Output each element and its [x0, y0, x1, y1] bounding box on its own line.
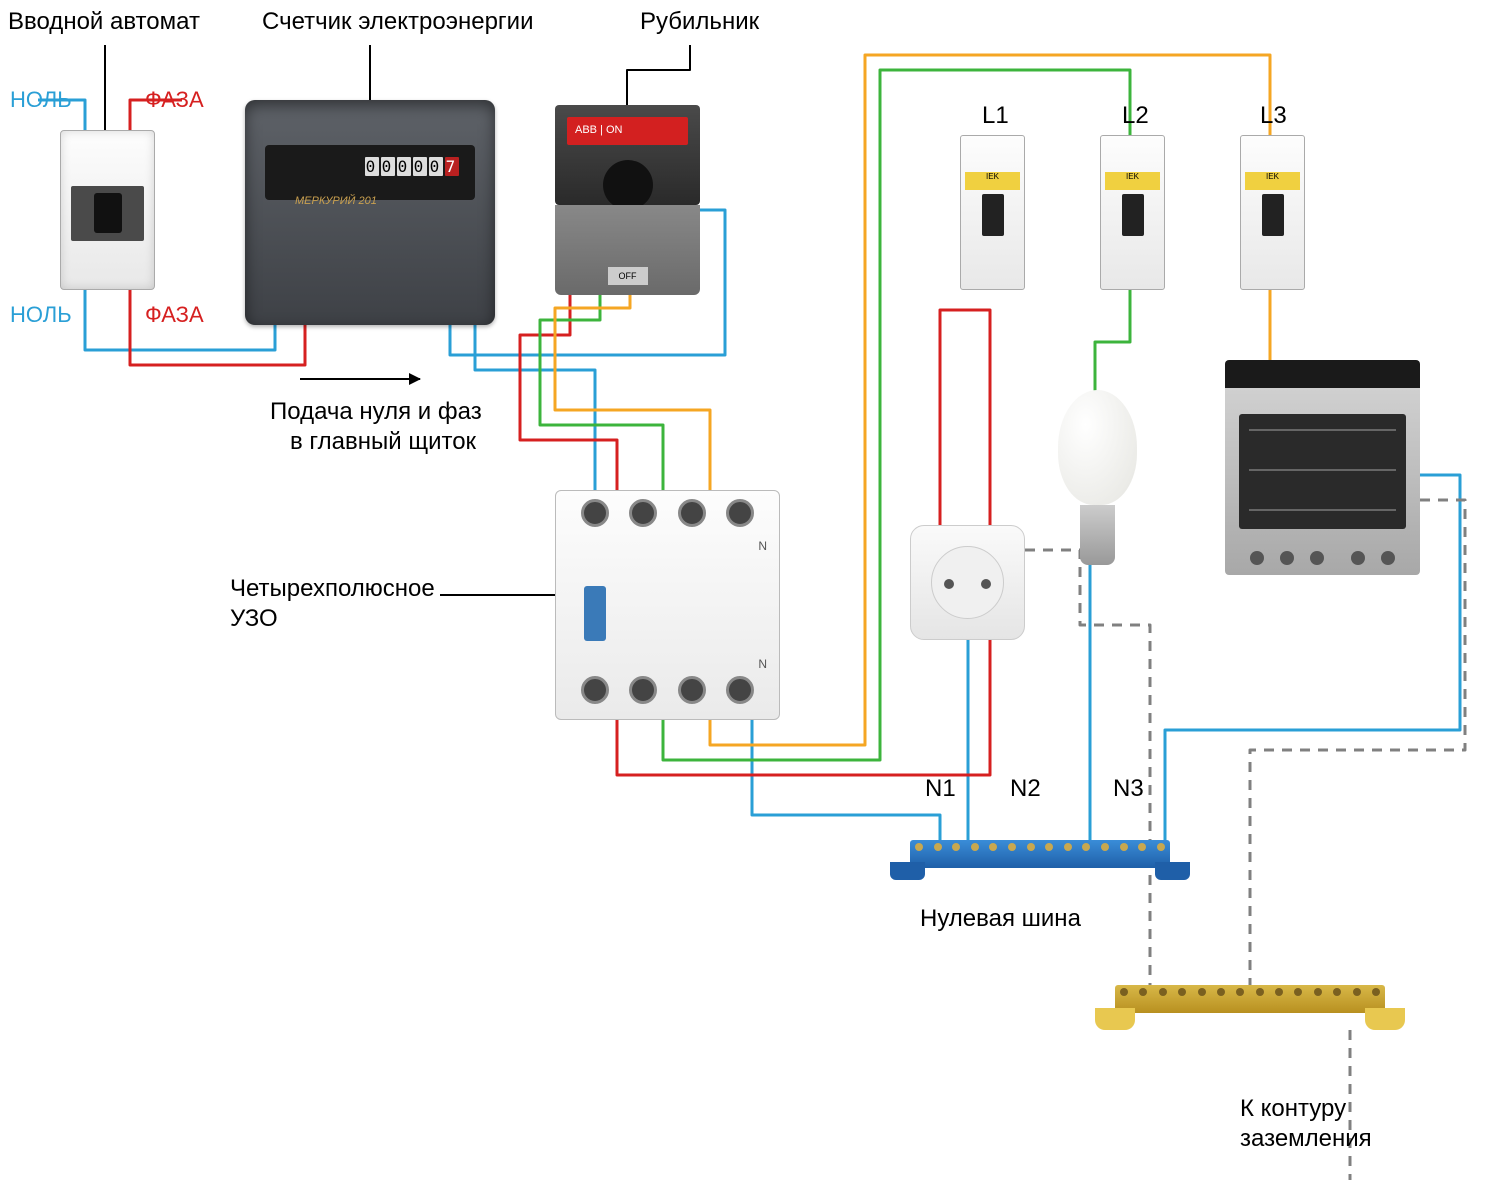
- label-N3: N3: [1113, 775, 1144, 803]
- label-ground-line1: К контуру: [1240, 1095, 1346, 1123]
- arrow-icon: [300, 378, 420, 380]
- label-rcd-line1: Четырехполюсное: [230, 575, 435, 603]
- label-feed-line2: в главный щиток: [290, 428, 476, 456]
- rcd-device: N N: [555, 490, 780, 720]
- label-L3: L3: [1260, 102, 1287, 130]
- label-rcd-line2: УЗО: [230, 605, 278, 633]
- label-input-breaker: Вводной автомат: [8, 8, 200, 36]
- bulb-device: [1050, 390, 1145, 565]
- label-N2: N2: [1010, 775, 1041, 803]
- electricity-meter-device: МЕРКУРИЙ 201 000007: [245, 100, 495, 325]
- label-meter: Счетчик электроэнергии: [262, 8, 533, 36]
- circuit-breaker-L2: IEK: [1100, 135, 1165, 290]
- meter-brand-label: МЕРКУРИЙ 201: [295, 195, 377, 207]
- label-switch: Рубильник: [640, 8, 759, 36]
- label-neutral-bot: НОЛЬ: [10, 302, 72, 328]
- label-neutral-top: НОЛЬ: [10, 87, 72, 113]
- socket-device: [910, 525, 1025, 640]
- ground-bus-device: [1095, 985, 1405, 1030]
- neutral-bus-device: [890, 840, 1190, 880]
- circuit-breaker-L3: IEK: [1240, 135, 1305, 290]
- circuit-breaker-L1: IEK: [960, 135, 1025, 290]
- label-phase-top: ФАЗА: [145, 87, 204, 113]
- label-N1: N1: [925, 775, 956, 803]
- input-breaker-device: [60, 130, 155, 290]
- label-ground-line2: заземления: [1240, 1125, 1372, 1153]
- label-L1: L1: [982, 102, 1009, 130]
- switch-device: OFF: [555, 105, 700, 295]
- label-feed-line1: Подача нуля и фаз: [270, 398, 482, 426]
- stove-device: [1225, 360, 1420, 575]
- label-L2: L2: [1122, 102, 1149, 130]
- label-phase-bot: ФАЗА: [145, 302, 204, 328]
- label-neutral-bus: Нулевая шина: [920, 905, 1081, 933]
